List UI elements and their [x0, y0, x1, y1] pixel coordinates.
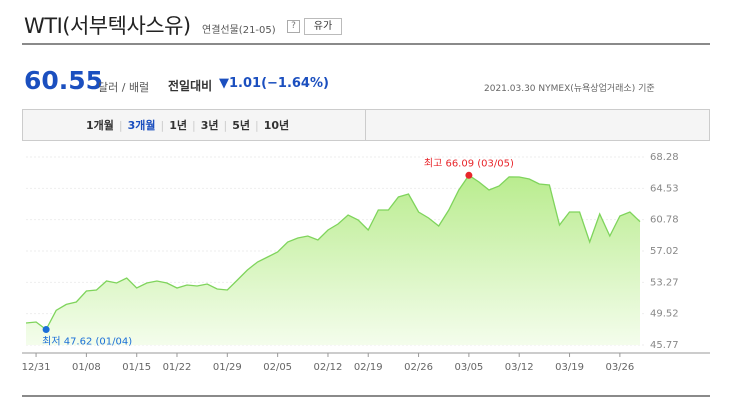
- tab[interactable]: 1개월: [86, 119, 114, 132]
- help-button[interactable]: ?: [287, 20, 300, 33]
- tab[interactable]: 3개월: [127, 119, 156, 132]
- x-tick-label: 12/31: [22, 362, 51, 373]
- x-tick-label: 03/05: [454, 362, 483, 373]
- tabs: 1개월 | 3개월 | 1년 | 3년 | 5년 | 10년: [86, 117, 289, 133]
- low-label: 최저 47.62 (01/04): [42, 336, 132, 348]
- x-tick-label: 03/19: [555, 362, 584, 373]
- tab-separator: |: [118, 119, 123, 132]
- y-tick-label: 49.52: [650, 309, 679, 320]
- change: ▼1.01(−1.64%): [219, 76, 329, 91]
- x-tick-label: 02/05: [263, 362, 292, 373]
- y-tick-label: 68.28: [650, 152, 679, 163]
- x-tick-label: 01/08: [72, 362, 101, 373]
- tab[interactable]: 10년: [263, 119, 290, 132]
- footer-rule: [22, 395, 710, 397]
- area: [26, 175, 640, 345]
- x-tick-label: 01/29: [213, 362, 242, 373]
- tab[interactable]: 5년: [232, 119, 251, 132]
- low-marker: [42, 326, 50, 334]
- tab-divider: [365, 110, 366, 140]
- tab[interactable]: 1년: [169, 119, 188, 132]
- high-marker: [465, 171, 473, 179]
- tab-separator: |: [255, 119, 259, 132]
- y-tick-label: 60.78: [650, 215, 679, 226]
- y-tick-label: 64.53: [650, 183, 679, 194]
- tab[interactable]: 3년: [200, 119, 219, 132]
- title: WTI(서부텍사스유): [24, 14, 191, 38]
- x-tick-label: 02/19: [354, 362, 383, 373]
- x-tick-label: 02/26: [404, 362, 433, 373]
- y-tick-label: 45.77: [650, 340, 679, 351]
- header-rule: [22, 43, 710, 45]
- y-tick-label: 57.02: [650, 246, 679, 257]
- as-of: 2021.03.30 NYMEX(뉴욕상업거래소) 기준: [484, 84, 655, 94]
- x-tick-label: 03/26: [605, 362, 634, 373]
- high-label: 최고 66.09 (03/05): [424, 157, 514, 169]
- contract: 연결선물(21-05): [202, 25, 276, 36]
- tab-separator: |: [223, 119, 228, 132]
- price: 60.55: [24, 66, 104, 95]
- x-tick-label: 03/12: [505, 362, 534, 373]
- line: [25, 174, 641, 331]
- tab-separator: |: [192, 119, 196, 132]
- change-label: 전일대비: [168, 79, 213, 93]
- x-tick-label: 01/22: [163, 362, 192, 373]
- x-tick-label: 01/15: [122, 362, 151, 373]
- unit: 달러 / 배럴: [98, 81, 150, 94]
- tab-separator: |: [160, 119, 165, 132]
- oil-button[interactable]: 유가: [304, 18, 342, 35]
- y-tick-label: 53.27: [650, 277, 679, 288]
- x-tick-label: 02/12: [314, 362, 343, 373]
- tab-bar: [22, 109, 710, 141]
